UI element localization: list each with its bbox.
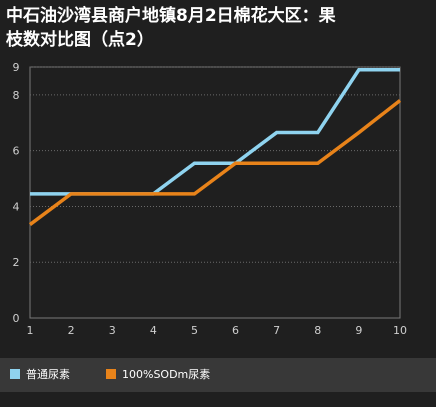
x-tick-label-9: 9 — [355, 324, 362, 337]
x-tick-label-5: 5 — [191, 324, 198, 337]
chart-title: 中石油沙湾县商户地镇8月2日棉花大区：果 枝数对比图（点2） — [6, 4, 432, 52]
x-tick-label-1: 1 — [27, 324, 34, 337]
x-tick-label-3: 3 — [109, 324, 116, 337]
x-tick-label-4: 4 — [150, 324, 157, 337]
legend-label-series-2: 100%SODm尿素 — [122, 368, 211, 381]
legend-label-series-1: 普通尿素 — [26, 368, 70, 381]
chart-title-line-2: 枝数对比图（点2） — [6, 30, 154, 50]
series-line-2 — [28, 99, 402, 226]
x-tick-label-8: 8 — [314, 324, 321, 337]
y-tick-label-6: 6 — [13, 145, 20, 158]
legend-swatch-series-2 — [106, 369, 116, 379]
legend-item-series-1[interactable]: 普通尿素 — [10, 368, 70, 382]
legend-item-series-2[interactable]: 100%SODm尿素 — [106, 368, 210, 382]
series-line-1 — [30, 68, 400, 196]
y-tick-label-9: 9 — [13, 61, 20, 74]
x-tick-label-2: 2 — [68, 324, 75, 337]
y-tick-label-8: 8 — [13, 89, 20, 102]
x-tick-label-6: 6 — [232, 324, 239, 337]
y-tick-label-0: 0 — [13, 312, 20, 325]
y-tick-label-4: 4 — [13, 200, 20, 213]
legend: 普通尿素 100%SODm尿素 — [0, 358, 436, 392]
legend-swatch-series-1 — [10, 369, 20, 379]
chart-title-line-1: 中石油沙湾县商户地镇8月2日棉花大区：果 — [6, 6, 336, 26]
plot-area: 0 2 4 6 8 9 1 2 3 4 5 6 7 8 9 10 — [13, 61, 408, 337]
footer-strip — [0, 392, 436, 407]
x-tick-label-7: 7 — [273, 324, 280, 337]
y-tick-label-2: 2 — [13, 256, 20, 269]
x-tick-label-10: 10 — [393, 324, 407, 337]
